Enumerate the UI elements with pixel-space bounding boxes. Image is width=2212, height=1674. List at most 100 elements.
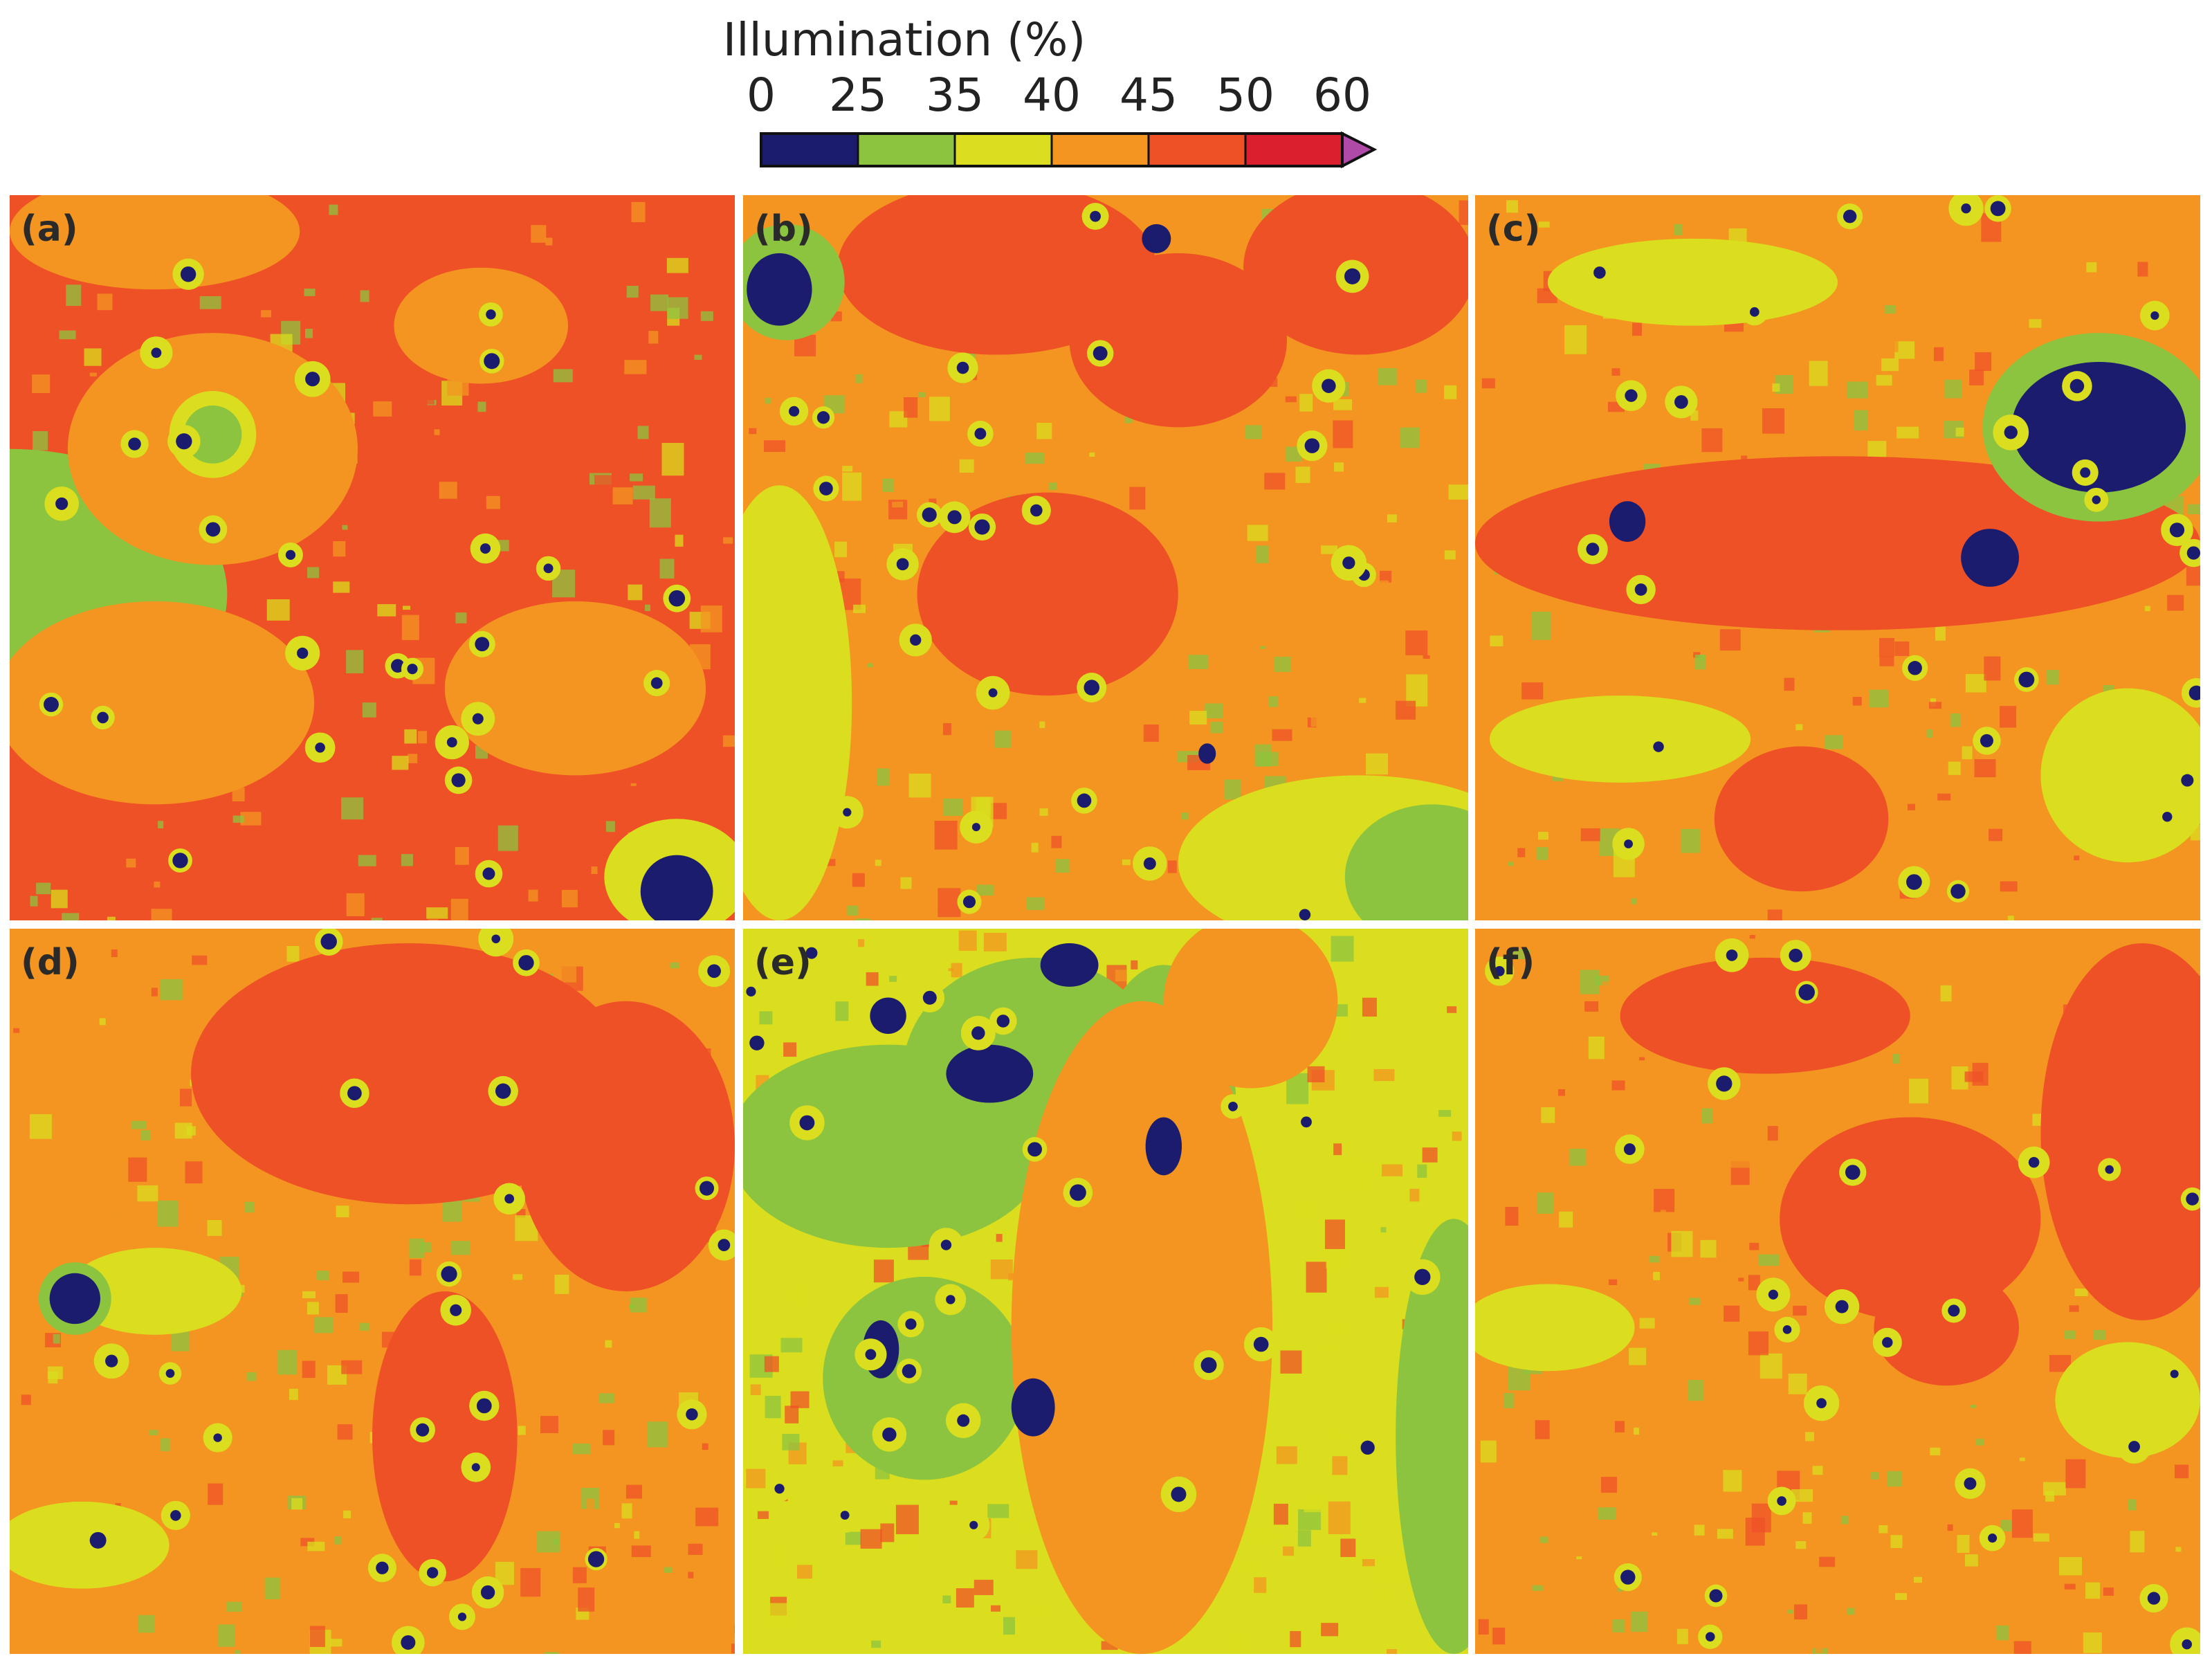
texture-pixel [790, 1391, 810, 1408]
texture-pixel [1671, 1230, 1693, 1257]
texture-pixel [1537, 938, 1556, 950]
illumination-region [444, 601, 706, 776]
texture-pixel [670, 962, 679, 969]
crater-shadow [401, 1635, 416, 1650]
texture-pixel [207, 1219, 222, 1236]
map-panel [743, 929, 1468, 1654]
texture-pixel [1559, 1211, 1573, 1228]
texture-pixel [1245, 425, 1261, 439]
texture-pixel [507, 412, 520, 426]
texture-pixel [1536, 847, 1548, 860]
texture-pixel [1974, 759, 1996, 778]
illumination-region [191, 943, 626, 1205]
crater-shadow [1084, 680, 1100, 695]
texture-pixel [1649, 1255, 1660, 1263]
texture-pixel [1631, 898, 1637, 904]
texture-pixel [675, 534, 684, 547]
texture-pixel [149, 811, 156, 817]
texture-pixel [666, 257, 688, 273]
texture-pixel [1331, 936, 1354, 962]
texture-pixel [1934, 347, 1944, 361]
texture-pixel [1124, 417, 1133, 424]
texture-pixel [1438, 1110, 1452, 1117]
crater-shadow [297, 647, 309, 659]
texture-pixel [232, 815, 244, 823]
crater-shadow [1961, 203, 1971, 214]
texture-pixel [2059, 1557, 2083, 1576]
texture-pixel [2188, 504, 2200, 515]
colorbar-title: Illumination (%) [723, 13, 1086, 66]
texture-pixel [177, 1235, 190, 1248]
texture-pixel [1748, 1331, 1768, 1356]
texture-pixel [455, 612, 467, 624]
texture-pixel [1131, 960, 1138, 970]
illumination-region [1714, 746, 1889, 892]
texture-pixel [266, 599, 290, 621]
crater-shadow [1906, 874, 1922, 890]
texture-pixel [192, 1621, 213, 1642]
crater-shadow [746, 986, 756, 997]
texture-pixel [420, 1242, 432, 1253]
crater-shadow [905, 1318, 917, 1330]
texture-pixel [2162, 228, 2173, 236]
texture-pixel [1260, 646, 1266, 649]
texture-pixel [160, 979, 183, 1001]
texture-pixel [1321, 545, 1338, 554]
texture-pixel [1617, 1587, 1623, 1592]
texture-pixel [1652, 958, 1672, 974]
texture-pixel [2011, 1509, 2033, 1538]
texture-pixel [352, 554, 363, 566]
texture-pixel [1276, 1446, 1297, 1464]
texture-pixel [1772, 383, 1780, 392]
texture-pixel [1258, 1531, 1275, 1542]
crater-shadow [974, 519, 990, 535]
crater-shadow [451, 773, 466, 788]
texture-pixel [780, 1338, 803, 1353]
texture-pixel [700, 311, 713, 321]
texture-pixel [29, 1114, 52, 1139]
crater-shadow [170, 1510, 181, 1521]
crater-shadow [2188, 685, 2200, 700]
texture-pixel [1537, 832, 1548, 840]
texture-pixel [1247, 525, 1268, 541]
crater-shadow [1768, 1289, 1778, 1300]
texture-pixel [1852, 697, 1862, 706]
crater-shadow [1653, 741, 1664, 752]
illumination-region [2040, 943, 2200, 1320]
texture-pixel [307, 567, 320, 579]
texture-pixel [1448, 484, 1468, 500]
texture-pixel [307, 1541, 325, 1552]
texture-pixel [409, 1259, 421, 1276]
texture-pixel [2103, 1587, 2114, 1596]
texture-pixel [2085, 1582, 2101, 1599]
texture-pixel [687, 1639, 705, 1654]
texture-pixel [330, 1639, 342, 1647]
texture-pixel [942, 1595, 951, 1603]
texture-pixel [2175, 1547, 2182, 1552]
texture-pixel [983, 932, 1007, 952]
crater-shadow [504, 1194, 515, 1204]
texture-pixel [766, 1603, 789, 1624]
colorbar-tick-label: 35 [926, 69, 984, 122]
crater-shadow [699, 1181, 715, 1196]
crater-shadow [2181, 774, 2194, 787]
texture-pixel [1026, 897, 1045, 911]
texture-pixel [1762, 408, 1784, 434]
texture-pixel [1480, 1440, 1497, 1463]
texture-pixel [730, 560, 735, 590]
texture-pixel [664, 1567, 673, 1573]
texture-pixel [816, 331, 839, 351]
texture-pixel [1274, 656, 1292, 672]
crater-shadow [1624, 839, 1633, 848]
texture-pixel [750, 1384, 761, 1395]
texture-pixel [1835, 912, 1858, 920]
texture-pixel [1809, 361, 1828, 386]
crater-shadow [1304, 438, 1320, 453]
illumination-region [67, 1248, 242, 1335]
texture-pixel [1415, 745, 1430, 755]
texture-pixel [1531, 611, 1551, 640]
texture-pixel [1374, 1286, 1389, 1298]
texture-pixel [1928, 1395, 1946, 1410]
texture-pixel [866, 972, 879, 986]
texture-pixel [99, 1018, 106, 1026]
